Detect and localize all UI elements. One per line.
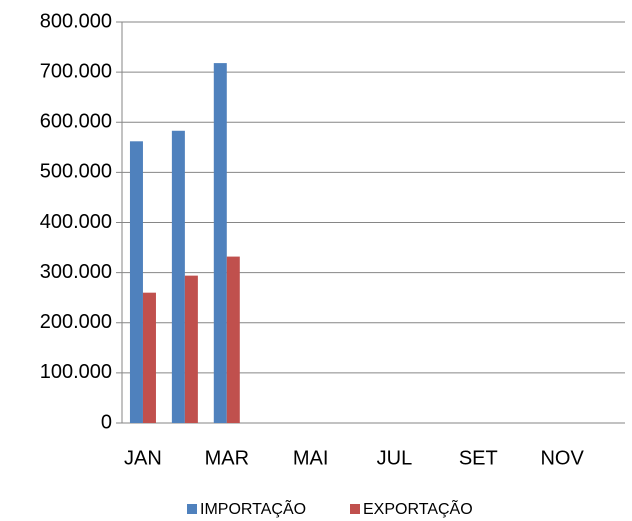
- bar: [213, 63, 227, 423]
- bar: [142, 292, 156, 423]
- y-tick-label: 500.000: [40, 161, 112, 183]
- y-tick-label: 100.000: [40, 361, 112, 383]
- y-tick-label: 700.000: [40, 60, 112, 82]
- bar: [129, 141, 143, 424]
- y-tick-label: 200.000: [40, 311, 112, 333]
- y-tick-label: 0: [101, 411, 112, 433]
- legend-swatch: [187, 504, 197, 514]
- x-tick-label: JAN: [124, 447, 162, 469]
- legend-label: EXPORTAÇÃO: [363, 498, 473, 518]
- legend-swatch: [350, 504, 360, 514]
- y-tick-label: 300.000: [40, 261, 112, 283]
- y-tick-label: 800.000: [40, 10, 112, 32]
- bar: [171, 130, 185, 424]
- x-tick-label: MAR: [205, 447, 249, 469]
- bar: [184, 275, 198, 423]
- bar: [226, 256, 240, 423]
- y-tick-label: 400.000: [40, 211, 112, 233]
- x-tick-label: NOV: [540, 447, 584, 469]
- y-tick-label: 600.000: [40, 111, 112, 133]
- x-tick-label: SET: [459, 447, 498, 469]
- x-tick-label: MAI: [293, 447, 329, 469]
- legend-label: IMPORTAÇÃO: [200, 498, 306, 518]
- x-tick-label: JUL: [377, 447, 413, 469]
